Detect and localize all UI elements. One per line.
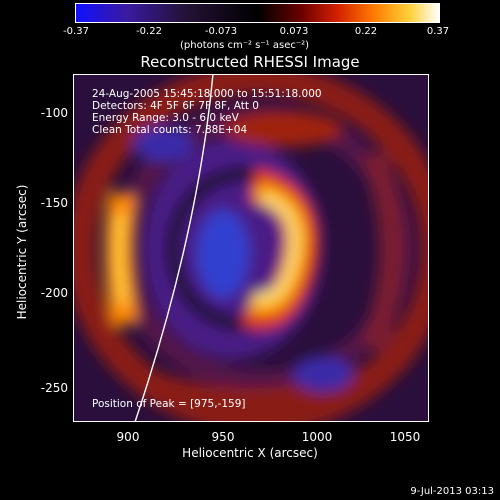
colorbar-tick: 0.37 <box>426 26 450 37</box>
y-axis-label: Heliocentric Y (arcsec) <box>15 184 29 320</box>
y-tick: -200 <box>40 286 68 300</box>
rhessi-image <box>73 74 429 422</box>
clean-counts: Clean Total counts: 7.88E+04 <box>92 124 248 136</box>
image-title: Reconstructed RHESSI Image <box>140 53 360 71</box>
detectors: Detectors: 4F 5F 6F 7F 8F, Att 0 <box>92 100 259 112</box>
colorbar-tick: -0.073 <box>204 26 238 37</box>
colorbar-units: (photons cm⁻² s⁻¹ asec⁻²) <box>180 40 310 51</box>
x-tick: 950 <box>211 430 235 444</box>
colorbar-tick: -0.22 <box>136 26 162 37</box>
time-range: 24-Aug-2005 15:45:18.000 to 15:51:18.000 <box>92 88 322 100</box>
y-tick: -250 <box>40 381 68 395</box>
x-axis-label: Heliocentric X (arcsec) <box>182 446 318 460</box>
colorbar-tick: 0.073 <box>279 26 309 37</box>
colorbar-tick: 0.22 <box>354 26 378 37</box>
peak-position: Position of Peak = [975,-159] <box>92 398 246 410</box>
y-tick: -150 <box>40 196 68 210</box>
colorbar-tick: -0.37 <box>63 26 89 37</box>
colorbar <box>75 3 440 23</box>
x-tick: 1050 <box>389 430 421 444</box>
plot-frame <box>73 74 429 422</box>
y-tick: -100 <box>40 106 68 120</box>
energy-range: Energy Range: 3.0 - 6.0 keV <box>92 112 239 124</box>
datestamp: 9-Jul-2013 03:13 <box>410 486 494 497</box>
x-tick: 900 <box>116 430 140 444</box>
x-tick: 1000 <box>301 430 333 444</box>
